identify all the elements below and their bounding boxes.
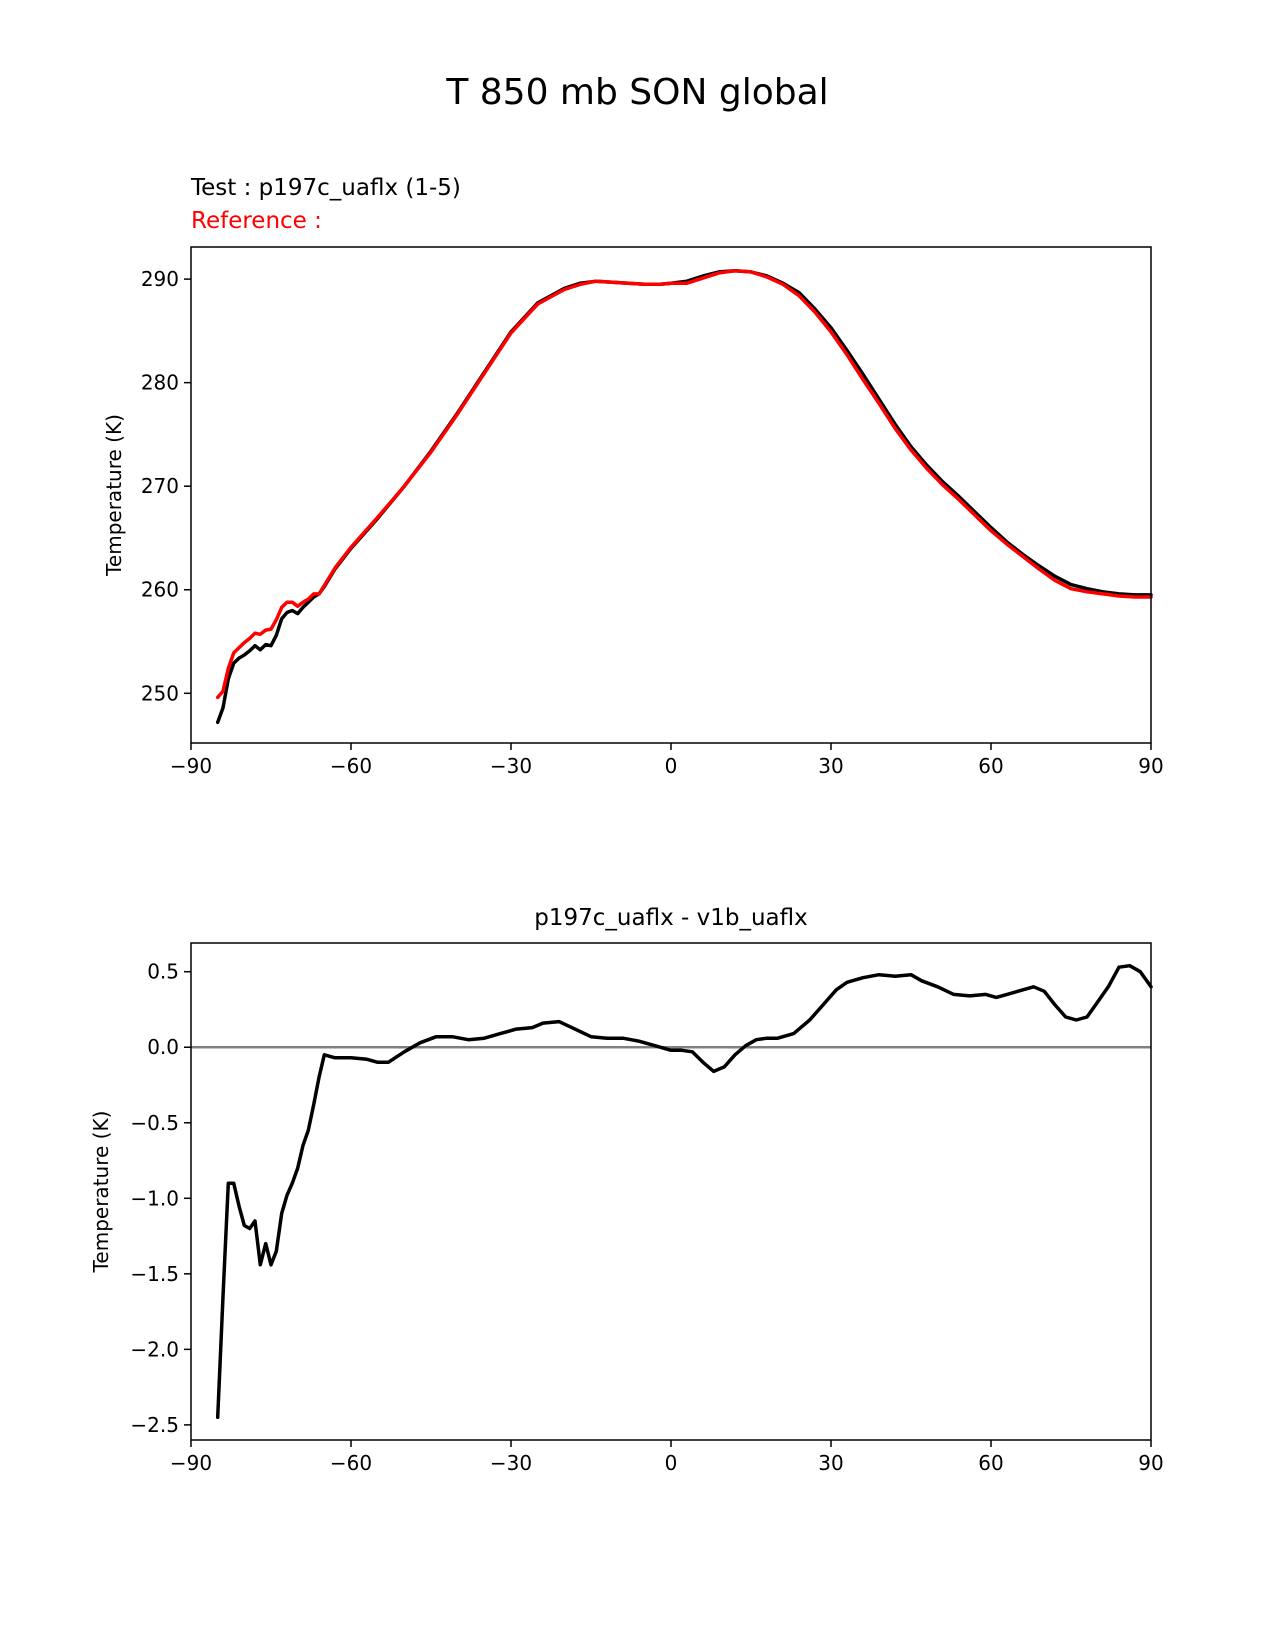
bottom-panel: −90 −60 −30 0 30 60 90 0.5 0.0 −0.5 −1.0 −1.5 −2.0 −2… [89,942,1164,1475]
test-series-line [215,269,1153,725]
x-tick-label: 60 [978,1451,1003,1475]
x-tick-label: 60 [978,754,1003,778]
figure-title: T 850 mb SON global [446,72,829,113]
y-tick-label: 290 [141,267,179,291]
y-tick-label: −2.0 [130,1337,179,1361]
x-tick-label: −90 [170,1451,212,1475]
plot-frame [190,246,1152,744]
y-axis-label: Temperature (K) [89,1111,113,1274]
x-tick-label: −30 [490,1451,532,1475]
reference-series-line [215,269,1153,700]
x-tick-label: 90 [1138,754,1163,778]
x-tick-label: −60 [330,1451,372,1475]
y-tick-label: 270 [141,474,179,498]
reference-label: Reference : [191,208,322,234]
x-tick-label: 0 [665,1451,678,1475]
x-tick-label: −90 [170,754,212,778]
y-tick-label: 280 [141,371,179,395]
y-tick-label: −1.0 [130,1186,179,1210]
plot-frame [190,942,1152,1441]
difference-plot-title: p197c_uaflx - v1b_uaflx [534,905,808,931]
difference-series-line [215,963,1153,1420]
y-tick-label: −2.5 [130,1413,179,1437]
x-tick-label: 0 [665,754,678,778]
y-tick-label: 250 [141,681,179,705]
y-axis-label: Temperature (K) [102,414,126,577]
test-label: Test : p197c_uaflx (1-5) [191,175,461,201]
y-tick-label: 0.5 [147,960,179,984]
x-tick-label: −30 [490,754,532,778]
top-panel: −90 −60 −30 0 30 60 90 250 260 270 280 290 Temperatu… [102,246,1164,778]
y-tick-label: 260 [141,578,179,602]
y-tick-label: −0.5 [130,1111,179,1135]
y-tick-label: 0.0 [147,1035,179,1059]
x-tick-label: 30 [818,754,843,778]
y-tick-label: −1.5 [130,1262,179,1286]
x-tick-label: −60 [330,754,372,778]
x-tick-label: 30 [818,1451,843,1475]
x-tick-label: 90 [1138,1451,1163,1475]
